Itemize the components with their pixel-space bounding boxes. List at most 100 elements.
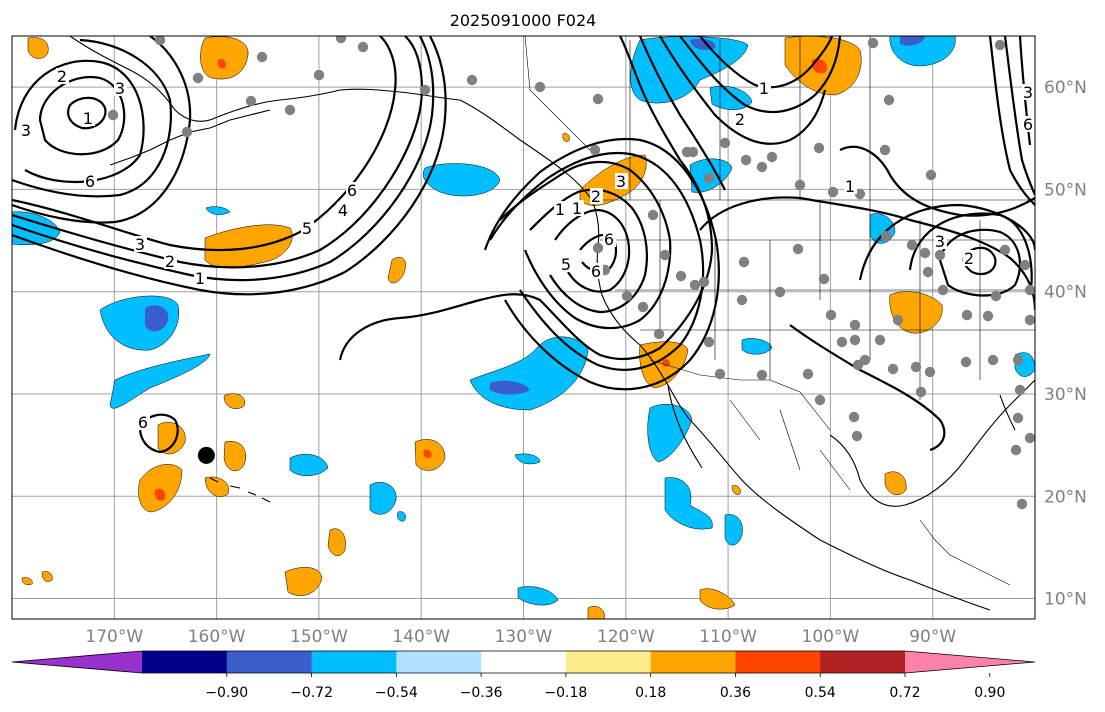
station-dot xyxy=(181,126,193,138)
contour-label-bg xyxy=(134,236,147,252)
contour-label: 6 xyxy=(347,181,357,200)
station-dot xyxy=(990,290,1002,302)
longitude-label: 140°W xyxy=(392,627,450,647)
contour xyxy=(659,36,827,145)
contour-label: 1 xyxy=(83,109,93,128)
colorbar-tick-label: −0.90 xyxy=(205,685,248,701)
contour-label-bg xyxy=(571,200,584,216)
station-dot xyxy=(825,309,837,321)
contour-label: 6 xyxy=(1023,115,1033,134)
colorbar: −0.90 −0.72 −0.54 −0.36 −0.18 0.18 0.36 0.54 0.7… xyxy=(11,650,1036,701)
contour xyxy=(12,36,192,224)
station-dot xyxy=(1016,498,1028,510)
anomaly-region xyxy=(630,36,749,104)
colorbar-segment xyxy=(481,651,567,673)
station-dot xyxy=(818,273,830,285)
map-frame xyxy=(11,35,1036,620)
colorbar-segment xyxy=(735,651,821,673)
station-dot xyxy=(827,186,839,198)
contour-label-bg xyxy=(554,201,567,217)
longitude-label: 160°W xyxy=(188,627,246,647)
contour-label-bg xyxy=(164,253,177,269)
latitude-labels: 60°N 50°N 40°N 30°N 20°N 10°N xyxy=(1044,78,1087,609)
anomaly-region xyxy=(200,36,249,80)
station-dot xyxy=(994,39,1006,51)
anomaly-region xyxy=(289,453,329,476)
station-dot xyxy=(466,74,478,86)
anomaly-region xyxy=(664,477,713,530)
station-dot xyxy=(814,394,826,406)
anomaly-region xyxy=(284,567,323,596)
station-dot xyxy=(1024,432,1035,444)
colorbar-tick-label: 0.36 xyxy=(720,685,751,701)
coastline-baja xyxy=(667,384,703,469)
coastline-mexico xyxy=(689,419,991,611)
colorbar-tick-label: 0.72 xyxy=(889,685,920,701)
contour xyxy=(12,36,423,269)
station-dot xyxy=(1012,412,1024,424)
station-dot xyxy=(740,154,752,166)
anomaly-core xyxy=(145,305,169,332)
contour xyxy=(12,36,447,296)
contour-label: 6 xyxy=(591,262,601,281)
anomaly-region xyxy=(514,453,541,465)
station-dot xyxy=(647,209,659,221)
contour-label-bg xyxy=(615,173,628,189)
station-dot xyxy=(592,93,604,105)
station-dot xyxy=(813,142,825,154)
coastline-florida xyxy=(999,394,1016,431)
contour-label: 6 xyxy=(138,413,148,432)
anomaly-region xyxy=(387,257,406,284)
contour xyxy=(499,160,672,330)
contour-label: 1 xyxy=(845,177,855,196)
station-dot xyxy=(245,95,257,107)
anomaly-core xyxy=(900,36,925,46)
latitude-label: 40°N xyxy=(1044,283,1087,303)
border-mexico-states xyxy=(729,399,851,491)
anomaly-core xyxy=(217,59,226,69)
border-central-america xyxy=(919,519,1011,586)
station-dot xyxy=(756,161,768,173)
coastline-us-west xyxy=(596,244,691,421)
latitude-label: 60°N xyxy=(1044,78,1087,98)
contour-label-bg xyxy=(337,202,350,218)
contour xyxy=(1003,36,1035,196)
station-dot xyxy=(937,284,949,296)
contour xyxy=(699,36,834,89)
anomaly-region xyxy=(884,471,907,496)
longitude-label: 90°W xyxy=(909,627,956,647)
station-dot xyxy=(852,359,864,371)
contour-label-bg xyxy=(194,270,207,286)
latitude-label: 30°N xyxy=(1044,385,1087,405)
colorbar-tick-label: −0.72 xyxy=(290,685,333,701)
contour xyxy=(489,151,705,371)
anomaly-region xyxy=(647,404,693,463)
anomaly-region xyxy=(223,440,246,472)
contour-label: 2 xyxy=(57,67,67,86)
anomaly-region xyxy=(138,464,183,513)
contour-label-bg xyxy=(56,68,69,84)
contour xyxy=(638,36,726,191)
contour xyxy=(12,38,172,198)
contour xyxy=(789,324,946,452)
contour-label-bg xyxy=(560,256,573,272)
station-dot xyxy=(774,286,786,298)
longitude-label: 170°W xyxy=(85,627,143,647)
station-dot xyxy=(854,188,866,200)
contour-label: 1 xyxy=(555,200,565,219)
contour-label: 3 xyxy=(135,235,145,254)
anomaly-region xyxy=(223,393,245,409)
contour-label: 5 xyxy=(561,255,571,274)
station-dot xyxy=(849,334,861,346)
longitude-label: 130°W xyxy=(495,627,553,647)
colorbar-tick-label: 0.18 xyxy=(635,685,666,701)
contours xyxy=(12,36,1035,454)
station-dot xyxy=(879,144,891,156)
colorbar-segment xyxy=(311,651,397,673)
station-dot xyxy=(1012,354,1024,366)
station-dot xyxy=(689,279,701,291)
stations xyxy=(107,36,1035,510)
anomaly-region xyxy=(741,338,773,355)
contour-label: 2 xyxy=(735,110,745,129)
contour-label-bg xyxy=(346,182,359,198)
